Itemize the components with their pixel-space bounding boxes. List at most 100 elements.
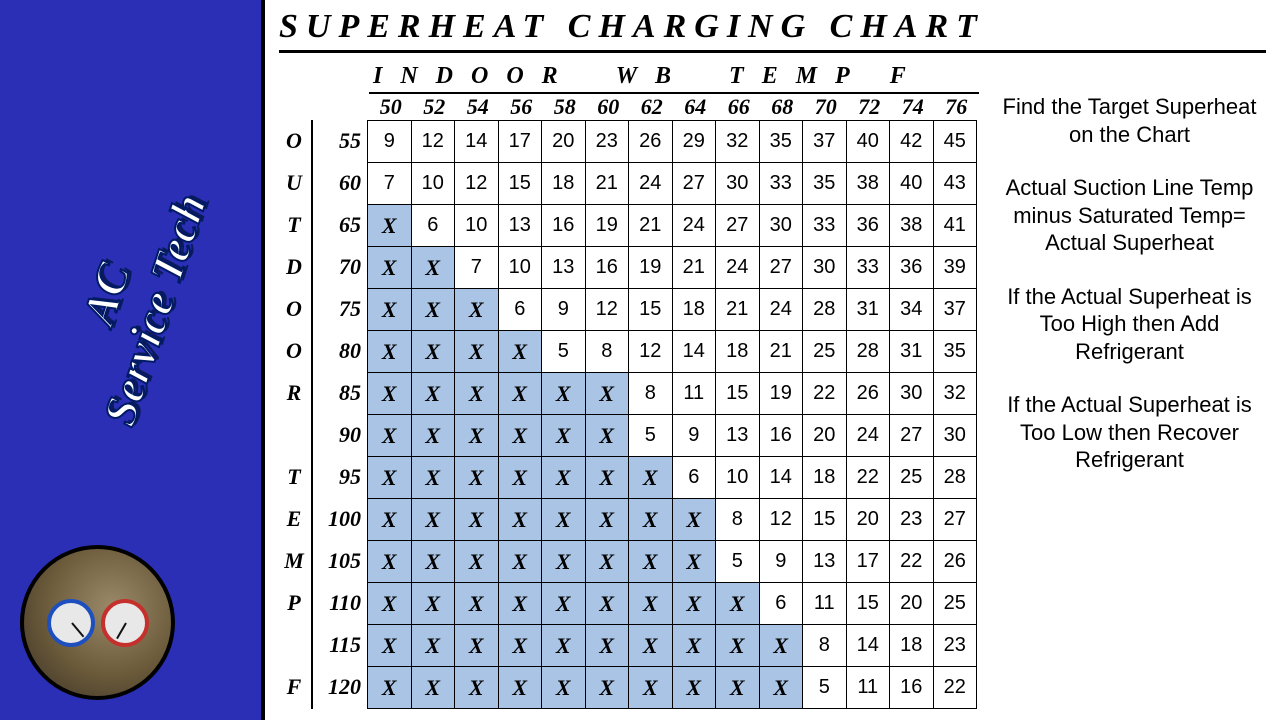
table-cell: X bbox=[759, 667, 803, 709]
table-cell: 11 bbox=[672, 373, 716, 415]
table-cell: 26 bbox=[629, 121, 673, 163]
gauge-red-icon bbox=[101, 599, 149, 647]
table-cell: X bbox=[455, 457, 499, 499]
table-cell: 18 bbox=[542, 163, 586, 205]
table-cell: 8 bbox=[716, 499, 760, 541]
table-cell: 36 bbox=[846, 205, 890, 247]
table-cell: 20 bbox=[542, 121, 586, 163]
row-header: 120 bbox=[313, 666, 367, 708]
table-cell: 35 bbox=[933, 331, 977, 373]
col-header: 72 bbox=[848, 94, 892, 120]
table-cell: X bbox=[585, 457, 629, 499]
table-cell: 29 bbox=[672, 121, 716, 163]
table-cell: 38 bbox=[846, 163, 890, 205]
instruction-block: Actual Suction Line Temp minus Saturated… bbox=[999, 174, 1260, 257]
group-indoor: INDOOR bbox=[373, 63, 576, 90]
group-temp: TEMP bbox=[729, 63, 868, 90]
col-header: 76 bbox=[935, 94, 979, 120]
table-cell: X bbox=[455, 373, 499, 415]
table-row: XXXXXXXX5913172226 bbox=[368, 541, 977, 583]
outdoor-label-column: OUTDOORTEMPF bbox=[279, 120, 309, 709]
row-letter: M bbox=[279, 540, 309, 582]
table-cell: X bbox=[411, 667, 455, 709]
table-cell: X bbox=[629, 625, 673, 667]
table-cell: 7 bbox=[455, 247, 499, 289]
group-f: F bbox=[890, 63, 906, 90]
row-letter: D bbox=[279, 246, 309, 288]
table-cell: 16 bbox=[542, 205, 586, 247]
table-cell: 26 bbox=[933, 541, 977, 583]
table-row: 912141720232629323537404245 bbox=[368, 121, 977, 163]
row-letter: F bbox=[279, 666, 309, 708]
table-cell: 12 bbox=[455, 163, 499, 205]
table-cell: X bbox=[672, 541, 716, 583]
gauge-blue-icon bbox=[47, 599, 95, 647]
table-cell: X bbox=[368, 415, 412, 457]
table-cell: 45 bbox=[933, 121, 977, 163]
table-cell: 28 bbox=[933, 457, 977, 499]
chart-title: SUPERHEAT CHARGING CHART bbox=[279, 8, 1266, 53]
table-cell: 34 bbox=[890, 289, 934, 331]
table-cell: 28 bbox=[846, 331, 890, 373]
table-cell: X bbox=[759, 625, 803, 667]
table-cell: X bbox=[455, 415, 499, 457]
table-cell: 25 bbox=[933, 583, 977, 625]
table-cell: 19 bbox=[629, 247, 673, 289]
row-header: 75 bbox=[313, 288, 367, 330]
table-cell: X bbox=[542, 583, 586, 625]
table-cell: 37 bbox=[803, 121, 847, 163]
table-cell: 14 bbox=[846, 625, 890, 667]
table-cell: 7 bbox=[368, 163, 412, 205]
table-cell: 27 bbox=[672, 163, 716, 205]
table-cell: X bbox=[672, 667, 716, 709]
table-cell: X bbox=[498, 373, 542, 415]
table-cell: 5 bbox=[803, 667, 847, 709]
table-cell: X bbox=[585, 373, 629, 415]
brand-logo bbox=[20, 545, 175, 700]
row-letter bbox=[279, 624, 309, 666]
table-cell: 24 bbox=[716, 247, 760, 289]
table-cell: 18 bbox=[803, 457, 847, 499]
table-cell: 35 bbox=[803, 163, 847, 205]
row-header: 85 bbox=[313, 372, 367, 414]
table-cell: 24 bbox=[672, 205, 716, 247]
table-cell: 13 bbox=[498, 205, 542, 247]
table-cell: 10 bbox=[455, 205, 499, 247]
table-cell: X bbox=[411, 583, 455, 625]
col-header: 58 bbox=[543, 94, 587, 120]
row-letter: T bbox=[279, 204, 309, 246]
row-letter: T bbox=[279, 456, 309, 498]
table-cell: 25 bbox=[890, 457, 934, 499]
col-header: 60 bbox=[587, 94, 631, 120]
table-cell: 12 bbox=[629, 331, 673, 373]
table-cell: 13 bbox=[542, 247, 586, 289]
table-cell: 27 bbox=[890, 415, 934, 457]
table-cell: 21 bbox=[672, 247, 716, 289]
row-header: 90 bbox=[313, 414, 367, 456]
table-cell: 16 bbox=[585, 247, 629, 289]
table-cell: X bbox=[498, 499, 542, 541]
table-cell: 22 bbox=[890, 541, 934, 583]
table-cell: X bbox=[368, 625, 412, 667]
table-cell: 13 bbox=[716, 415, 760, 457]
table-cell: X bbox=[368, 205, 412, 247]
table-cell: 30 bbox=[890, 373, 934, 415]
table-cell: X bbox=[455, 583, 499, 625]
table-cell: X bbox=[716, 625, 760, 667]
table-cell: 18 bbox=[716, 331, 760, 373]
table-cell: X bbox=[368, 541, 412, 583]
table-cell: X bbox=[542, 373, 586, 415]
table-cell: 17 bbox=[846, 541, 890, 583]
row-letter: O bbox=[279, 120, 309, 162]
table-row: XXXX581214182125283135 bbox=[368, 331, 977, 373]
row-header: 115 bbox=[313, 624, 367, 666]
top-group-labels: INDOOR WB TEMP F bbox=[369, 63, 979, 94]
col-header: 68 bbox=[761, 94, 805, 120]
table-row: XXXXXXX6101418222528 bbox=[368, 457, 977, 499]
row-header: 95 bbox=[313, 456, 367, 498]
table-cell: 14 bbox=[672, 331, 716, 373]
column-headers: 5052545658606264666870727476 bbox=[369, 94, 979, 120]
table-cell: X bbox=[368, 247, 412, 289]
table-cell: 23 bbox=[585, 121, 629, 163]
table-cell: 5 bbox=[716, 541, 760, 583]
